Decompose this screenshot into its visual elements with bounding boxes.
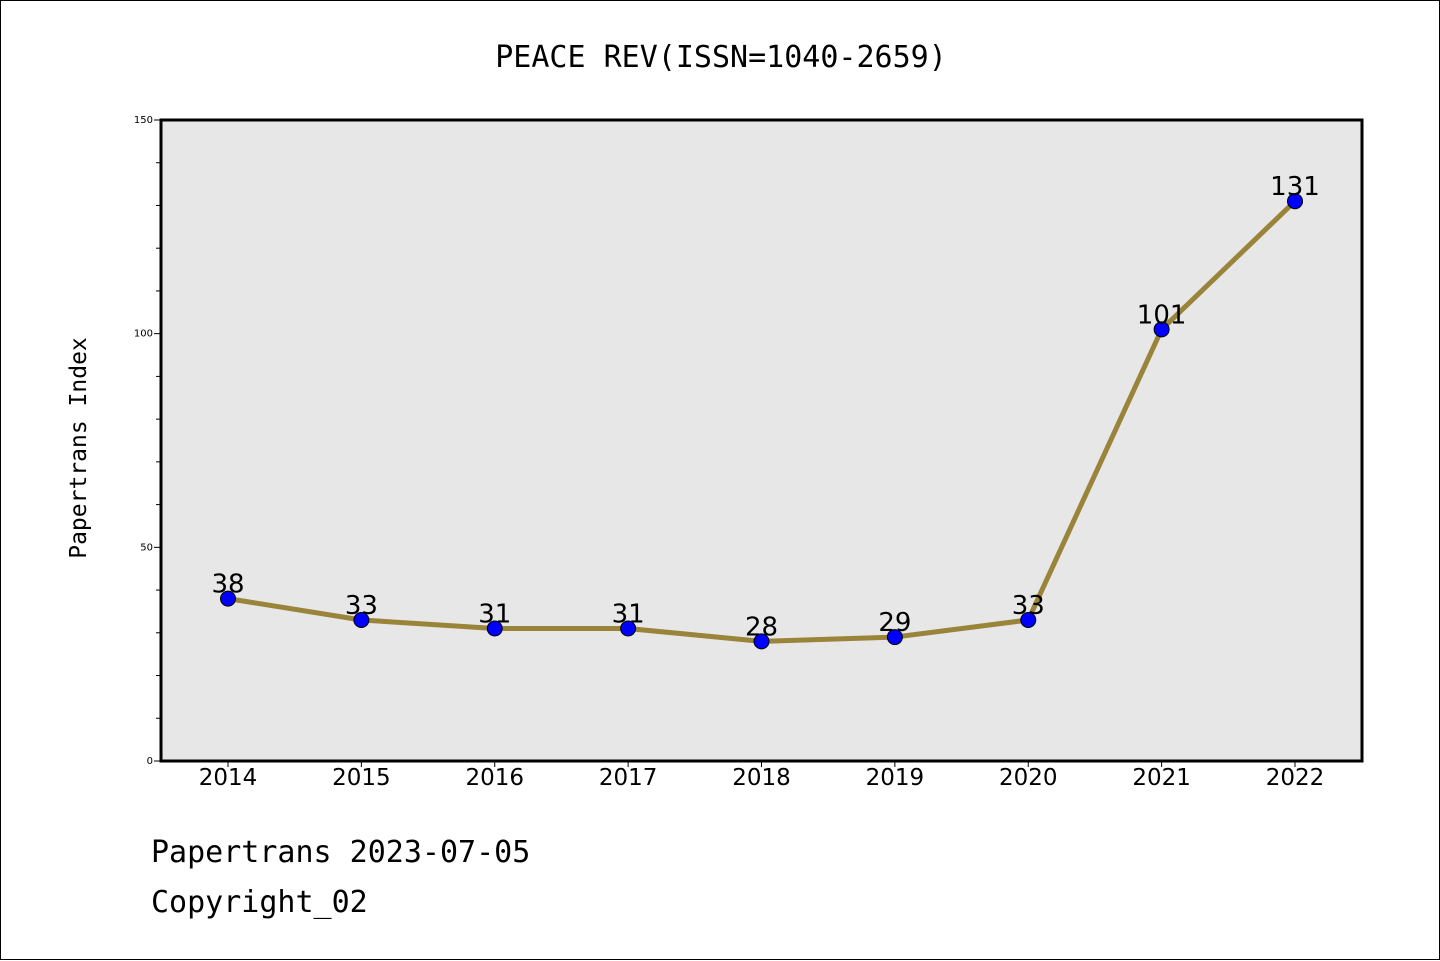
footer-copyright: Copyright_02 bbox=[151, 885, 368, 920]
data-point bbox=[353, 611, 370, 628]
x-tick-label: 2014 bbox=[199, 765, 258, 791]
data-label: 33 bbox=[1012, 591, 1045, 621]
data-labels: 38 33 31 31 28 29 33 101 131 bbox=[211, 172, 1319, 642]
x-tick-label: 2022 bbox=[1266, 765, 1325, 791]
y-tick-label: 50 bbox=[140, 542, 153, 553]
data-label: 101 bbox=[1137, 300, 1187, 330]
x-tick-label: 2019 bbox=[866, 765, 925, 791]
data-points bbox=[220, 193, 1303, 650]
chart-title: PEACE REV(ISSN=1040-2659) bbox=[495, 40, 947, 75]
data-label: 38 bbox=[211, 570, 244, 600]
data-label: 28 bbox=[745, 612, 778, 642]
data-label: 29 bbox=[878, 608, 911, 638]
y-tick-label: 150 bbox=[134, 115, 153, 126]
data-label: 131 bbox=[1270, 172, 1320, 202]
x-tick-label: 2020 bbox=[999, 765, 1058, 791]
y-tick-label: 100 bbox=[134, 329, 153, 340]
x-tick-label: 2021 bbox=[1132, 765, 1191, 791]
x-tick-label: 2015 bbox=[332, 765, 391, 791]
data-point bbox=[1287, 193, 1303, 210]
data-point bbox=[753, 633, 770, 650]
data-label: 33 bbox=[345, 591, 378, 621]
footer-date: Papertrans 2023-07-05 bbox=[151, 835, 531, 870]
data-point bbox=[486, 620, 503, 637]
data-point bbox=[620, 620, 637, 637]
x-tick-label: 2018 bbox=[732, 765, 791, 791]
x-tick-label: 2016 bbox=[465, 765, 524, 791]
y-axis-label: Papertrans Index bbox=[66, 337, 92, 559]
data-point bbox=[220, 590, 236, 607]
y-axis: 0 50 100 150 bbox=[134, 115, 161, 767]
data-point bbox=[1153, 321, 1170, 338]
data-point bbox=[1020, 611, 1037, 628]
x-axis: 2014 2015 2016 2017 2018 2019 2020 2021 2022 bbox=[199, 761, 1325, 791]
data-label: 31 bbox=[612, 600, 645, 630]
data-point bbox=[886, 629, 903, 646]
data-label: 31 bbox=[478, 600, 511, 630]
y-tick-label: 0 bbox=[147, 756, 153, 767]
plot-area bbox=[159, 118, 1364, 763]
x-tick-label: 2017 bbox=[599, 765, 658, 791]
